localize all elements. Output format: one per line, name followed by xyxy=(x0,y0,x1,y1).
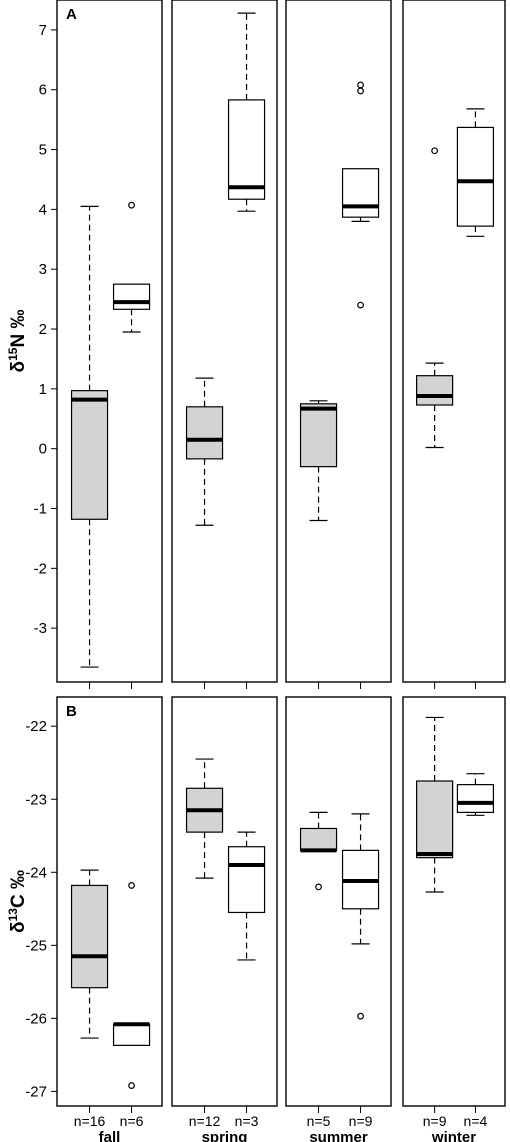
outlier-point xyxy=(431,147,439,155)
sample-size-label: n=9 xyxy=(349,1113,373,1129)
panel-frame-summer xyxy=(285,696,392,1107)
y-tick-label: -24 xyxy=(25,864,47,881)
panel-frame-fall xyxy=(56,0,163,683)
panel-frame-winter xyxy=(402,696,506,1107)
panel-frame-fall xyxy=(56,696,163,1107)
panel-letter: A xyxy=(66,6,77,23)
y-label-symbol: δ xyxy=(8,921,29,933)
sample-size-label: n=3 xyxy=(235,1113,259,1129)
y-tick-label: 7 xyxy=(39,22,47,39)
y-tick-label: 3 xyxy=(39,261,47,278)
y-tick-label: -25 xyxy=(25,937,47,954)
outlier-point xyxy=(128,882,135,889)
season-label-winter: winter xyxy=(431,1129,476,1142)
box-iqr xyxy=(227,846,266,914)
y-tick-label: 2 xyxy=(39,321,47,338)
box-iqr xyxy=(299,827,338,851)
season-label-fall: fall xyxy=(99,1129,121,1142)
sample-size-label: n=5 xyxy=(307,1113,331,1129)
y-tick-label: -3 xyxy=(34,620,47,637)
box-iqr xyxy=(456,126,495,227)
sample-size-label: n=16 xyxy=(74,1113,106,1129)
box-iqr xyxy=(112,1023,151,1046)
outlier-point xyxy=(357,81,364,89)
outlier-point xyxy=(357,87,364,95)
box-iqr xyxy=(456,784,495,813)
box-iqr xyxy=(227,99,266,200)
panel-letter: B xyxy=(66,703,77,720)
y-label-rest: N ‰ xyxy=(8,310,29,348)
sample-size-label: n=6 xyxy=(120,1113,144,1129)
outlier-point xyxy=(315,883,322,891)
y-tick-label: -2 xyxy=(34,560,47,577)
y-label-symbol: δ xyxy=(8,361,29,373)
season-label-summer: summer xyxy=(309,1129,368,1142)
y-label-rest: C ‰ xyxy=(8,870,29,908)
y-axis-label: δ13C ‰ xyxy=(6,870,29,933)
y-tick-label: -22 xyxy=(25,718,47,735)
y-tick-label: 4 xyxy=(39,201,47,218)
box-iqr xyxy=(70,884,109,989)
box-iqr xyxy=(185,406,224,460)
y-tick-label: 5 xyxy=(39,142,47,159)
panel-frame-winter xyxy=(402,0,506,683)
y-label-isotope: 15 xyxy=(6,347,20,361)
y-tick-label: -1 xyxy=(34,501,47,518)
outlier-point xyxy=(357,301,364,309)
y-tick-label: -23 xyxy=(25,791,47,808)
y-axis-label: δ15N ‰ xyxy=(6,310,29,373)
season-label-spring: spring xyxy=(202,1129,248,1142)
panel-frame-spring xyxy=(171,696,278,1107)
box-iqr xyxy=(416,780,454,859)
box-iqr xyxy=(299,403,338,468)
box-iqr xyxy=(70,390,109,520)
box-iqr xyxy=(416,375,454,406)
y-label-isotope: 13 xyxy=(6,908,20,922)
outlier-point xyxy=(128,1082,135,1089)
y-tick-label: 6 xyxy=(39,82,47,99)
box-iqr xyxy=(341,168,380,218)
y-tick-label: -26 xyxy=(25,1010,47,1027)
sample-size-label: n=4 xyxy=(464,1113,488,1129)
panel-frame-summer xyxy=(285,0,392,683)
outlier-point xyxy=(128,201,135,209)
y-tick-label: 1 xyxy=(39,381,47,398)
sample-size-label: n=9 xyxy=(423,1113,447,1129)
box-iqr xyxy=(112,283,151,310)
panel-frame-spring xyxy=(171,0,278,683)
y-tick-label: 0 xyxy=(39,441,47,458)
y-tick-label: -27 xyxy=(25,1083,47,1100)
outlier-point xyxy=(357,1012,364,1020)
sample-size-label: n=12 xyxy=(189,1113,221,1129)
